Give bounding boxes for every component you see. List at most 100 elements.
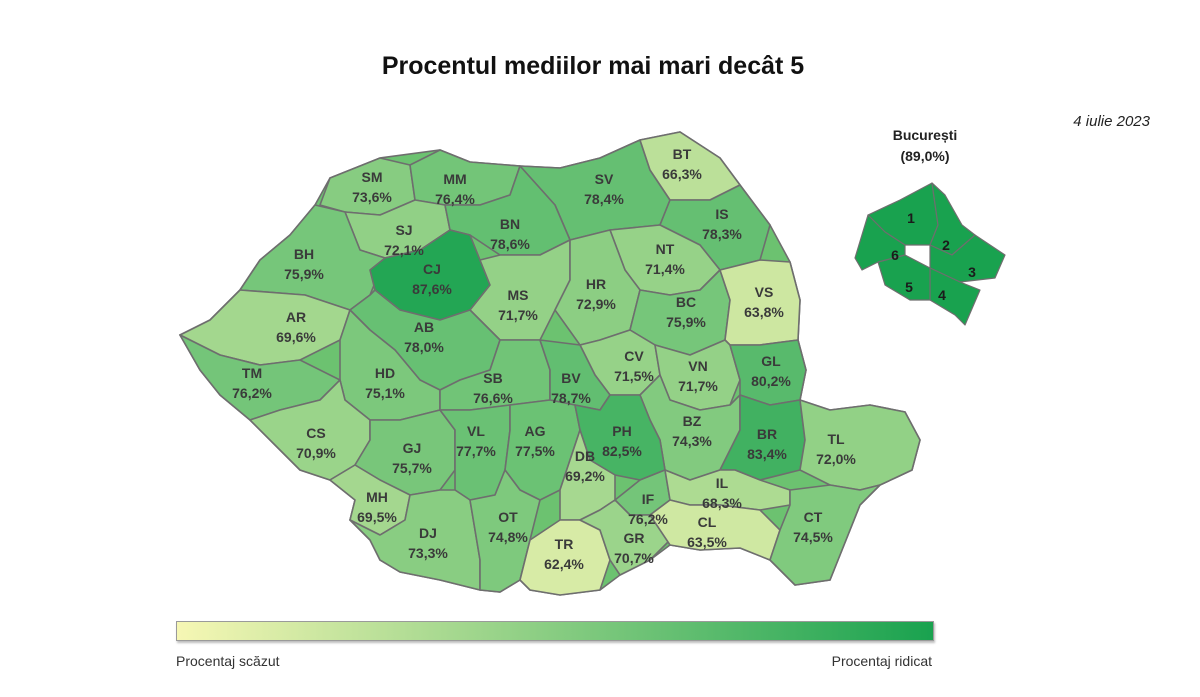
- bucharest-name: București: [892, 127, 958, 143]
- county-code-vn: VN: [688, 358, 707, 374]
- county-code-bt: BT: [673, 146, 692, 162]
- county-value-bt: 66,3%: [662, 166, 702, 182]
- county-code-br: BR: [757, 426, 777, 442]
- county-code-vl: VL: [467, 423, 485, 439]
- county-code-gl: GL: [761, 353, 781, 369]
- county-value-ot: 74,8%: [488, 529, 528, 545]
- bucharest-title: București (89,0%): [860, 125, 990, 167]
- county-code-tm: TM: [242, 365, 262, 381]
- bucharest-sector-5[interactable]: [877, 254, 931, 301]
- county-value-db: 69,2%: [565, 468, 605, 484]
- county-code-hd: HD: [375, 365, 395, 381]
- county-code-sj: SJ: [395, 222, 412, 238]
- county-value-cs: 70,9%: [296, 445, 336, 461]
- county-code-dj: DJ: [419, 525, 437, 541]
- county-value-sm: 73,6%: [352, 189, 392, 205]
- county-code-bc: BC: [676, 294, 696, 310]
- county-code-gr: GR: [624, 530, 645, 546]
- county-value-gr: 70,7%: [614, 550, 654, 566]
- county-code-cj: CJ: [423, 261, 441, 277]
- county-value-sb: 76,6%: [473, 390, 513, 406]
- county-code-ab: AB: [414, 319, 434, 335]
- county-value-cl: 63,5%: [687, 534, 727, 550]
- county-tr[interactable]: [519, 519, 611, 596]
- legend-gradient-bar: [176, 621, 934, 641]
- county-value-mh: 69,5%: [357, 509, 397, 525]
- county-code-cl: CL: [698, 514, 717, 530]
- county-code-ct: CT: [804, 509, 823, 525]
- county-value-vn: 71,7%: [678, 378, 718, 394]
- bucharest-value: (89,0%): [900, 148, 950, 164]
- county-value-ar: 69,6%: [276, 329, 316, 345]
- county-value-dj: 73,3%: [408, 545, 448, 561]
- county-value-ms: 71,7%: [498, 307, 538, 323]
- bucharest-sector-label-3: 3: [968, 264, 976, 280]
- county-value-nt: 71,4%: [645, 261, 685, 277]
- bucharest-inset: 1 2 3 4 56: [854, 182, 1006, 326]
- county-value-ct: 74,5%: [793, 529, 833, 545]
- county-tl[interactable]: [799, 399, 921, 491]
- county-value-tr: 62,4%: [544, 556, 584, 572]
- county-value-vs: 63,8%: [744, 304, 784, 320]
- county-code-nt: NT: [656, 241, 675, 257]
- county-vs[interactable]: [719, 259, 801, 346]
- legend-low-label: Procentaj scăzut: [176, 653, 280, 669]
- bucharest-sector-label-5: 5: [905, 279, 913, 295]
- county-code-bn: BN: [500, 216, 520, 232]
- county-value-ag: 77,5%: [515, 443, 555, 459]
- county-code-mm: MM: [443, 171, 466, 187]
- county-value-gl: 80,2%: [751, 373, 791, 389]
- county-code-bv: BV: [561, 370, 581, 386]
- county-value-il: 68,3%: [702, 495, 742, 511]
- county-code-ot: OT: [498, 509, 518, 525]
- county-value-bn: 78,6%: [490, 236, 530, 252]
- county-code-ms: MS: [508, 287, 529, 303]
- bucharest-sector-label-4: 4: [938, 287, 946, 303]
- bucharest-sector-label-1: 1: [907, 210, 915, 226]
- county-value-tl: 72,0%: [816, 451, 856, 467]
- county-code-bh: BH: [294, 246, 314, 262]
- county-value-cj: 87,6%: [412, 281, 452, 297]
- date-label: 4 iulie 2023: [1073, 113, 1150, 130]
- bucharest-sector-6[interactable]: [854, 214, 906, 271]
- county-value-gj: 75,7%: [392, 460, 432, 476]
- county-code-tr: TR: [555, 536, 574, 552]
- county-value-bh: 75,9%: [284, 266, 324, 282]
- county-code-ph: PH: [612, 423, 631, 439]
- county-value-hd: 75,1%: [365, 385, 405, 401]
- county-value-bz: 74,3%: [672, 433, 712, 449]
- county-code-vs: VS: [755, 284, 774, 300]
- county-value-vl: 77,7%: [456, 443, 496, 459]
- county-ct[interactable]: [769, 484, 881, 586]
- county-code-ag: AG: [525, 423, 546, 439]
- county-value-hr: 72,9%: [576, 296, 616, 312]
- county-value-sj: 72,1%: [384, 242, 424, 258]
- county-value-ab: 78,0%: [404, 339, 444, 355]
- county-value-tm: 76,2%: [232, 385, 272, 401]
- county-code-gj: GJ: [403, 440, 422, 456]
- bucharest-sector-label-6: 6: [891, 247, 899, 263]
- county-value-ph: 82,5%: [602, 443, 642, 459]
- county-code-ar: AR: [286, 309, 306, 325]
- county-br[interactable]: [719, 394, 806, 481]
- county-code-sm: SM: [362, 169, 383, 185]
- county-value-sv: 78,4%: [584, 191, 624, 207]
- county-code-mh: MH: [366, 489, 388, 505]
- county-value-bc: 75,9%: [666, 314, 706, 330]
- county-value-mm: 76,4%: [435, 191, 475, 207]
- county-value-br: 83,4%: [747, 446, 787, 462]
- county-code-hr: HR: [586, 276, 606, 292]
- map-title: Procentul mediilor mai mari decât 5: [381, 52, 805, 80]
- county-code-sb: SB: [483, 370, 502, 386]
- county-value-cv: 71,5%: [614, 368, 654, 384]
- bucharest-sector-label-2: 2: [942, 237, 950, 253]
- county-value-if: 76,2%: [628, 511, 668, 527]
- county-code-is: IS: [715, 206, 728, 222]
- legend-high-label: Procentaj ridicat: [831, 653, 932, 669]
- county-code-bz: BZ: [683, 413, 702, 429]
- county-code-if: IF: [642, 491, 655, 507]
- county-code-sv: SV: [595, 171, 614, 187]
- county-value-bv: 78,7%: [551, 390, 591, 406]
- county-code-tl: TL: [827, 431, 845, 447]
